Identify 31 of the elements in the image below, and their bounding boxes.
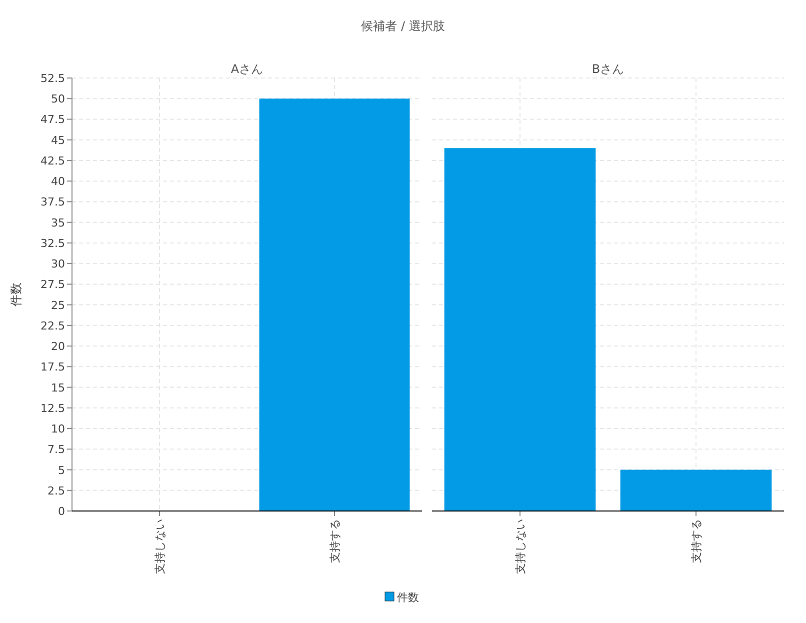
y-axis-title: 件数 — [9, 282, 23, 306]
x-tick-label: 支持しない — [514, 519, 527, 574]
y-tick-label: 25 — [51, 298, 65, 312]
y-tick-label: 47.5 — [40, 113, 65, 126]
y-tick-label: 17.5 — [40, 360, 65, 374]
x-tick-label: 支持する — [328, 519, 342, 563]
x-tick-label: 支持しない — [154, 519, 166, 574]
y-tick-label: 42.5 — [40, 154, 65, 168]
chart-title: Aさん — [230, 62, 264, 76]
y-tick-label: 10 — [51, 422, 65, 436]
text: 候補者 / 選択肢 — [361, 19, 445, 33]
y-tick-label: 30 — [51, 258, 65, 271]
y-tick-label: 7.5 — [48, 443, 65, 456]
y-tick-label: 0 — [58, 505, 65, 518]
y-tick-label: 2.5 — [48, 484, 65, 498]
y-tick-label: 45 — [51, 134, 65, 147]
chart-title: Bさん — [592, 62, 624, 76]
x-tick-label: 支持する — [690, 519, 703, 563]
y-tick-label: 32.5 — [40, 236, 65, 250]
y-tick-label: 40 — [51, 175, 65, 188]
y-tick-label: 15 — [51, 381, 65, 394]
y-tick-label: 50 — [51, 92, 65, 106]
legend-label: 件数 — [397, 591, 419, 604]
y-tick-label: 37.5 — [40, 196, 65, 209]
y-tick-label: 22.5 — [40, 319, 65, 332]
y-tick-label: 12.5 — [40, 402, 65, 415]
y-tick-label: 35 — [51, 216, 65, 230]
y-tick-label: 5 — [58, 464, 65, 477]
y-tick-label: 20 — [51, 340, 65, 354]
y-tick-label: 52.5 — [40, 72, 65, 85]
y-tick-label: 27.5 — [40, 278, 65, 292]
